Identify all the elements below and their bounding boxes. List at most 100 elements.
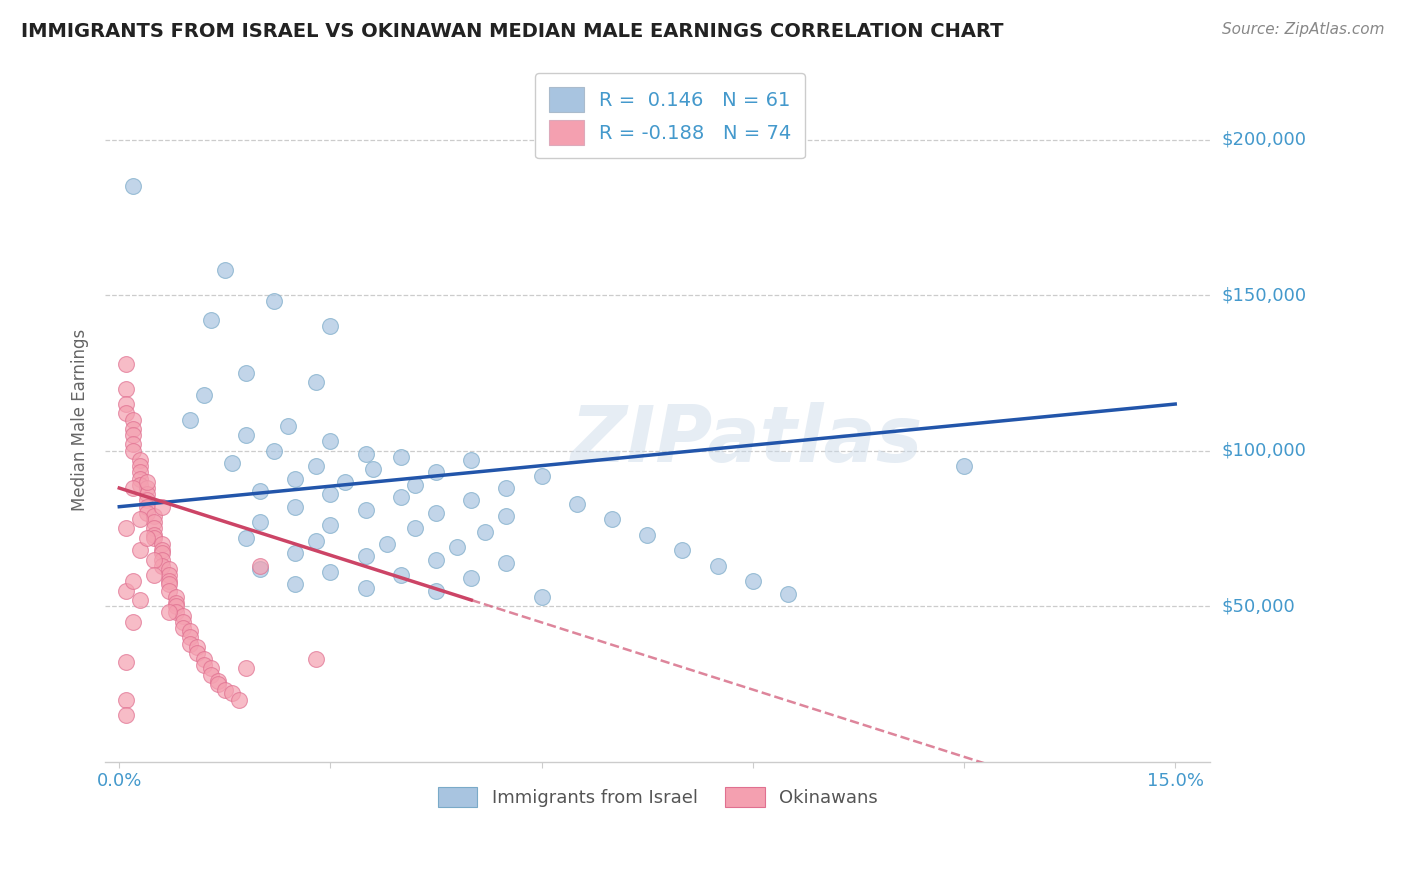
Point [221, 456, 243, 470]
Point [319, 487, 342, 501]
Legend: Immigrants from Israel, Okinawans: Immigrants from Israel, Okinawans [430, 780, 886, 814]
Point [129, 543, 152, 558]
Point [530, 468, 553, 483]
Point [186, 640, 208, 654]
Text: $150,000: $150,000 [1222, 286, 1306, 304]
Point [425, 583, 447, 598]
Text: Source: ZipAtlas.com: Source: ZipAtlas.com [1222, 22, 1385, 37]
Point [706, 558, 728, 573]
Point [200, 661, 222, 675]
Point [214, 263, 236, 277]
Point [600, 512, 623, 526]
Point [495, 509, 517, 524]
Point [115, 655, 138, 669]
Point [354, 503, 377, 517]
Point [136, 481, 159, 495]
Point [263, 294, 285, 309]
Point [460, 571, 482, 585]
Point [305, 533, 328, 548]
Point [122, 574, 145, 589]
Text: $200,000: $200,000 [1222, 130, 1306, 149]
Point [115, 708, 138, 723]
Point [228, 692, 250, 706]
Point [172, 615, 194, 629]
Point [249, 515, 271, 529]
Point [129, 466, 152, 480]
Point [235, 661, 257, 675]
Point [157, 577, 180, 591]
Text: ZIPatlas: ZIPatlas [569, 402, 922, 478]
Point [150, 558, 173, 573]
Point [122, 437, 145, 451]
Point [207, 677, 229, 691]
Point [425, 506, 447, 520]
Point [157, 583, 180, 598]
Point [263, 443, 285, 458]
Point [319, 434, 342, 449]
Point [150, 543, 173, 558]
Point [179, 631, 201, 645]
Point [115, 521, 138, 535]
Point [122, 615, 145, 629]
Point [565, 497, 588, 511]
Point [165, 590, 187, 604]
Point [953, 459, 976, 474]
Point [143, 521, 166, 535]
Point [776, 587, 799, 601]
Point [361, 462, 384, 476]
Point [115, 382, 138, 396]
Point [495, 556, 517, 570]
Point [249, 562, 271, 576]
Point [129, 472, 152, 486]
Text: $50,000: $50,000 [1222, 598, 1295, 615]
Point [193, 652, 215, 666]
Point [389, 491, 412, 505]
Point [249, 484, 271, 499]
Point [319, 518, 342, 533]
Point [425, 552, 447, 566]
Point [122, 481, 145, 495]
Point [150, 546, 173, 560]
Point [143, 527, 166, 541]
Point [115, 406, 138, 420]
Point [115, 357, 138, 371]
Text: $100,000: $100,000 [1222, 442, 1306, 459]
Point [157, 574, 180, 589]
Point [305, 652, 328, 666]
Point [284, 546, 307, 560]
Point [115, 692, 138, 706]
Point [122, 412, 145, 426]
Point [193, 658, 215, 673]
Point [404, 521, 426, 535]
Point [277, 418, 299, 433]
Point [172, 621, 194, 635]
Point [474, 524, 496, 539]
Point [333, 475, 356, 489]
Point [165, 606, 187, 620]
Point [404, 478, 426, 492]
Point [157, 606, 180, 620]
Point [150, 552, 173, 566]
Point [129, 453, 152, 467]
Point [221, 686, 243, 700]
Point [143, 531, 166, 545]
Point [136, 506, 159, 520]
Point [157, 562, 180, 576]
Point [284, 500, 307, 514]
Point [375, 537, 398, 551]
Point [354, 447, 377, 461]
Point [249, 558, 271, 573]
Point [235, 531, 257, 545]
Point [425, 466, 447, 480]
Point [179, 624, 201, 639]
Point [143, 552, 166, 566]
Point [389, 568, 412, 582]
Point [143, 515, 166, 529]
Point [354, 549, 377, 564]
Point [136, 531, 159, 545]
Point [446, 540, 468, 554]
Point [129, 478, 152, 492]
Point [165, 599, 187, 614]
Point [136, 500, 159, 514]
Point [122, 443, 145, 458]
